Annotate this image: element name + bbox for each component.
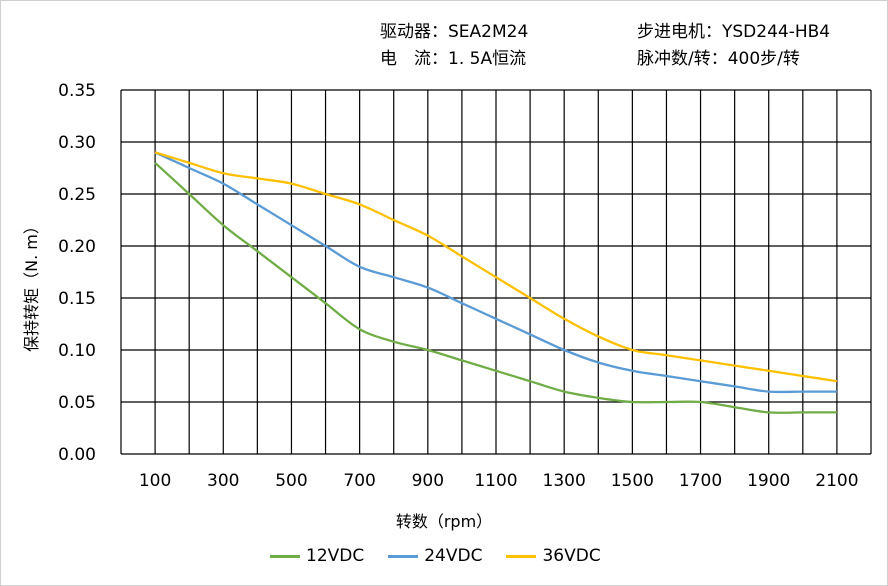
x-tick-label: 300 [207, 471, 239, 491]
series-line-24vdc [154, 151, 837, 394]
legend-swatch [270, 554, 300, 558]
legend-item-24vdc: 24VDC [388, 546, 482, 566]
y-tick-label: 0.15 [58, 289, 96, 309]
y-axis-title: 保持转矩（N. m） [22, 218, 41, 352]
legend-item-36vdc: 36VDC [506, 546, 601, 566]
series-line-12vdc [154, 161, 837, 414]
legend-label: 24VDC [424, 546, 483, 566]
x-tick-label: 100 [139, 471, 171, 491]
legend-swatch [506, 554, 537, 558]
x-tick-label: 2100 [815, 471, 858, 491]
series-line-36vdc [154, 151, 838, 383]
x-tick-label: 700 [343, 471, 375, 491]
legend-label: 36VDC [542, 546, 601, 566]
legend: 12VDC 24VDC 36VDC [270, 546, 601, 566]
driver-label: 驱动器：SEA2M24 [380, 22, 529, 42]
legend-item-12vdc: 12VDC [270, 546, 364, 566]
y-tick-label: 0.25 [58, 185, 96, 205]
current-label: 电 流：1. 5A恒流 [380, 49, 527, 69]
y-tick-label: 0.20 [58, 237, 96, 257]
x-tick-label: 500 [275, 471, 307, 491]
legend-label: 12VDC [306, 546, 365, 566]
x-tick-label: 1900 [747, 471, 790, 491]
pulses-label: 脉冲数/转：400步/转 [637, 49, 800, 69]
y-tick-label: 0.00 [58, 445, 96, 465]
x-tick-label: 1700 [679, 471, 722, 491]
legend-swatch [388, 554, 419, 558]
y-tick-label: 0.30 [58, 133, 96, 153]
y-axis-title-wrap: 保持转矩（N. m） [10, 200, 50, 370]
x-tick-label: 900 [412, 471, 444, 491]
y-tick-label: 0.10 [58, 341, 96, 361]
y-tick-label: 0.05 [58, 393, 96, 413]
x-axis-title: 转数（rpm） [395, 512, 493, 531]
motor-label: 步进电机：YSD244-HB4 [637, 22, 831, 42]
y-tick-label: 0.35 [58, 81, 96, 101]
x-tick-label: 1300 [543, 471, 586, 491]
x-tick-label: 1500 [611, 471, 654, 491]
x-tick-label: 1100 [474, 471, 517, 491]
